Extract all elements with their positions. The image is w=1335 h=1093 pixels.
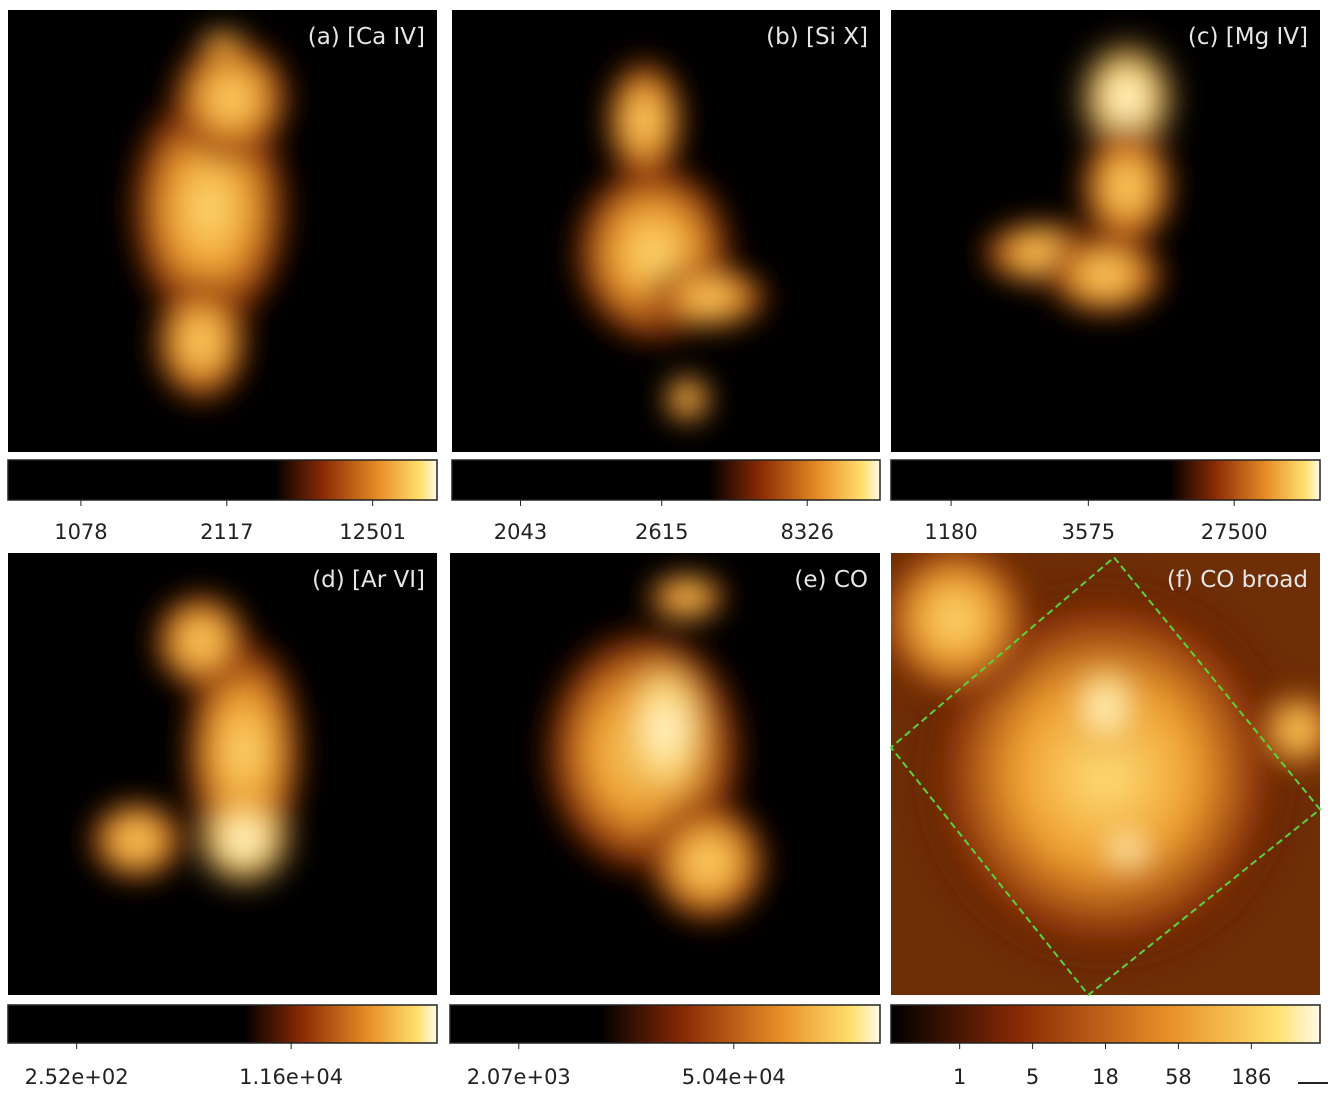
emission — [643, 570, 730, 624]
panel-label: (e) CO — [794, 567, 868, 593]
colorbar-tick-label: 2043 — [494, 520, 547, 544]
colorbar-tick-label: 18 — [1092, 1065, 1119, 1089]
emission — [196, 27, 249, 64]
emission — [891, 553, 1042, 708]
colorbar-tick-label: 1078 — [54, 520, 107, 544]
panel: (e) CO 2.07e+03 5.04e+04 — [449, 553, 881, 1089]
colorbar — [7, 459, 438, 501]
panel: (d) [Ar VI] 2.52e+02 1.16e+04 — [7, 553, 438, 1089]
colorbar-tick-label: 5 — [1026, 1065, 1039, 1089]
colorbar-tick-label: 2117 — [200, 520, 253, 544]
panel: (a) [Ca IV] 1078 2117 12501 — [7, 10, 438, 544]
colorbar — [449, 1004, 881, 1044]
map-image — [536, 570, 773, 929]
colorbar-tick-label: 58 — [1165, 1065, 1192, 1089]
colorbar-tick-label: 1180 — [924, 520, 977, 544]
emission — [644, 261, 773, 333]
panel-label: (c) [Mg IV] — [1188, 24, 1308, 50]
emission — [643, 796, 773, 929]
colorbar-tick-label: 3575 — [1062, 520, 1115, 544]
colorbar-tick-label: 1.16e+04 — [239, 1065, 343, 1089]
emission — [613, 641, 717, 819]
emission — [1075, 120, 1179, 254]
emission — [661, 372, 714, 426]
fov-outline — [889, 555, 1322, 997]
panel-label: (d) [Ar VI] — [312, 567, 425, 593]
panel: (c) [Mg IV] 1180 3575 27500 — [890, 10, 1321, 544]
map-image — [976, 32, 1183, 320]
emission — [149, 588, 253, 695]
emission — [1092, 822, 1162, 876]
emission — [149, 275, 253, 408]
emission — [1255, 685, 1320, 774]
colorbar-tick-label: 27500 — [1201, 520, 1268, 544]
colorbar-tick-label: 186 — [1231, 1065, 1271, 1089]
colorbar-tick-label: 2.52e+02 — [25, 1065, 129, 1089]
colorbar-tick-label: 2615 — [635, 520, 688, 544]
panel: (b) [Si X] 2043 2615 8326 — [451, 10, 881, 544]
colorbar — [890, 459, 1321, 501]
colorbar-tick-label: 8326 — [781, 520, 834, 544]
colorbar — [890, 1004, 1321, 1044]
emission — [166, 32, 296, 165]
panel: (f) CO broad 1 5 18 58 186 — [889, 553, 1322, 1089]
map-image — [891, 553, 1320, 973]
colorbar-tick-label: 5.04e+04 — [682, 1065, 786, 1089]
colorbar-tick-label: 2.07e+03 — [467, 1065, 571, 1089]
colorbar — [451, 459, 881, 501]
emission — [85, 796, 189, 885]
map-image — [567, 54, 773, 426]
emission — [188, 787, 300, 894]
colorbar — [7, 1004, 438, 1044]
panel-label: (a) [Ca IV] — [308, 24, 425, 50]
emission — [1062, 654, 1149, 761]
map-image — [123, 27, 296, 408]
colorbar-tick-label: 1 — [953, 1065, 966, 1089]
map-image — [85, 588, 309, 894]
colorbar-tick-label: 12501 — [339, 520, 406, 544]
emission — [601, 54, 688, 187]
emission — [1041, 231, 1170, 320]
panel-label: (b) [Si X] — [766, 24, 868, 50]
panel-label: (f) CO broad — [1167, 567, 1308, 593]
